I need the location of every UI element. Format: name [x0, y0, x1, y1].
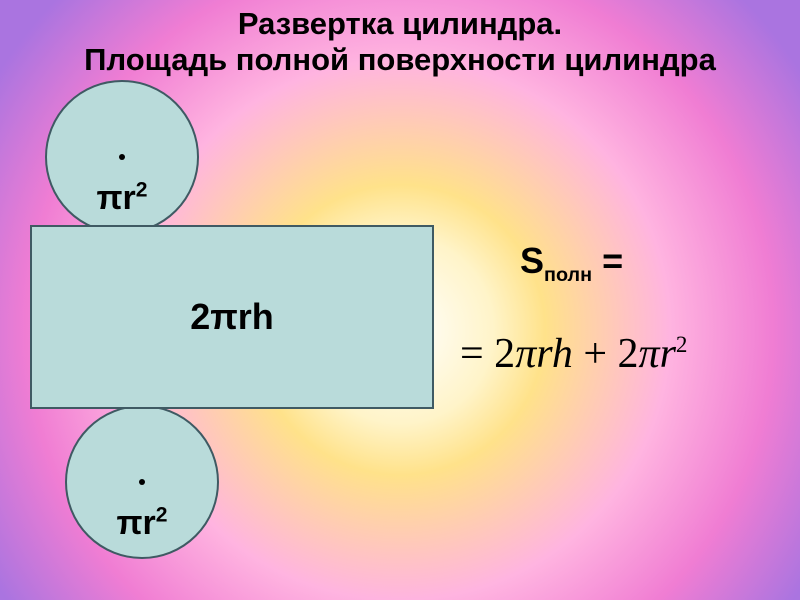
- lateral-surface-rectangle: 2πrh: [30, 225, 434, 409]
- top-base-circle: πr2: [45, 80, 199, 234]
- center-dot-icon: [119, 154, 125, 160]
- total-surface-formula: = 2πrh + 2πr2: [460, 330, 687, 378]
- bottom-circle-area-label: πr2: [117, 504, 168, 543]
- top-circle-area-label: πr2: [97, 179, 148, 218]
- slide-title: Развертка цилиндра. Площадь полной повер…: [0, 6, 800, 77]
- total-surface-symbol: Sполн =: [520, 240, 623, 282]
- rectangle-area-label: 2πrh: [190, 296, 274, 338]
- center-dot-icon: [139, 479, 145, 485]
- bottom-base-circle: πr2: [65, 405, 219, 559]
